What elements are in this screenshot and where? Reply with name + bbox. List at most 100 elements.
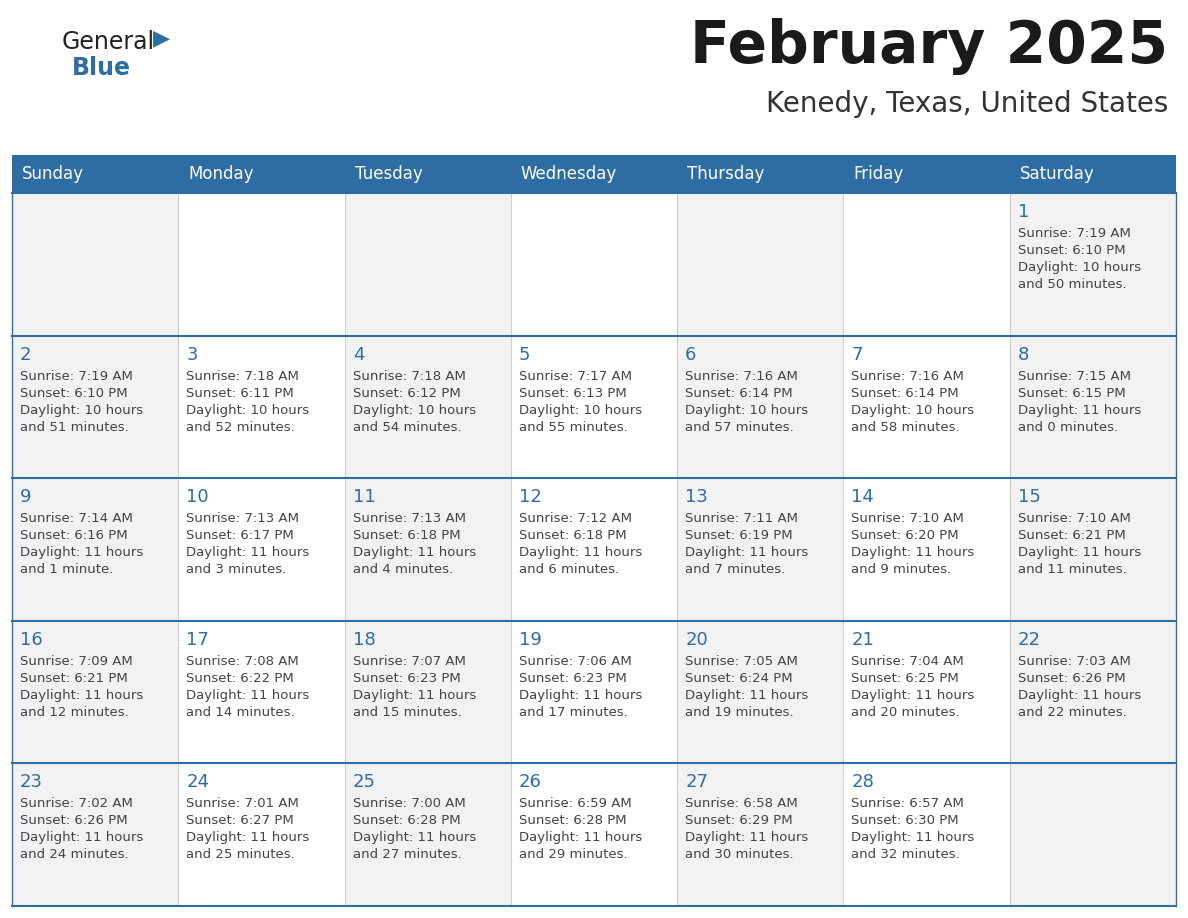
Text: Daylight: 11 hours: Daylight: 11 hours (187, 546, 310, 559)
Text: and 9 minutes.: and 9 minutes. (852, 564, 952, 577)
Text: 25: 25 (353, 773, 375, 791)
Bar (677, 336, 843, 478)
Text: Sunset: 6:22 PM: Sunset: 6:22 PM (187, 672, 295, 685)
Text: Sunrise: 7:11 AM: Sunrise: 7:11 AM (685, 512, 798, 525)
Text: and 51 minutes.: and 51 minutes. (20, 420, 128, 433)
Text: and 25 minutes.: and 25 minutes. (187, 848, 295, 861)
Text: 19: 19 (519, 631, 542, 649)
Text: Daylight: 11 hours: Daylight: 11 hours (353, 546, 476, 559)
Text: Sunset: 6:18 PM: Sunset: 6:18 PM (353, 529, 460, 543)
Text: Sunset: 6:19 PM: Sunset: 6:19 PM (685, 529, 792, 543)
Text: 20: 20 (685, 631, 708, 649)
Text: Sunset: 6:15 PM: Sunset: 6:15 PM (1018, 386, 1125, 399)
Text: and 7 minutes.: and 7 minutes. (685, 564, 785, 577)
Text: 26: 26 (519, 773, 542, 791)
Text: Daylight: 10 hours: Daylight: 10 hours (353, 404, 475, 417)
Bar (511, 193, 677, 336)
Text: Daylight: 11 hours: Daylight: 11 hours (1018, 404, 1140, 417)
Text: General: General (62, 30, 156, 54)
Text: and 22 minutes.: and 22 minutes. (1018, 706, 1126, 719)
Bar (345, 621, 511, 764)
Text: Sunrise: 7:02 AM: Sunrise: 7:02 AM (20, 798, 133, 811)
Text: 24: 24 (187, 773, 209, 791)
Text: 3: 3 (187, 345, 197, 364)
Bar (1010, 336, 1176, 478)
Bar (843, 336, 1010, 478)
Text: Sunrise: 7:18 AM: Sunrise: 7:18 AM (353, 370, 466, 383)
Text: Sunrise: 7:16 AM: Sunrise: 7:16 AM (852, 370, 965, 383)
Text: Sunrise: 7:09 AM: Sunrise: 7:09 AM (20, 655, 133, 667)
Text: Saturday: Saturday (1019, 165, 1094, 183)
Text: 5: 5 (519, 345, 530, 364)
Text: and 54 minutes.: and 54 minutes. (353, 420, 461, 433)
Text: Sunset: 6:28 PM: Sunset: 6:28 PM (519, 814, 626, 827)
Bar (511, 478, 677, 621)
Bar (345, 478, 511, 621)
Bar (511, 764, 677, 906)
Text: and 6 minutes.: and 6 minutes. (519, 564, 619, 577)
Text: 10: 10 (187, 488, 209, 506)
Text: 8: 8 (1018, 345, 1029, 364)
Text: 6: 6 (685, 345, 696, 364)
Text: Friday: Friday (853, 165, 904, 183)
Text: Daylight: 11 hours: Daylight: 11 hours (685, 546, 808, 559)
Text: Sunrise: 7:16 AM: Sunrise: 7:16 AM (685, 370, 798, 383)
Bar (178, 478, 345, 621)
Text: Daylight: 11 hours: Daylight: 11 hours (685, 688, 808, 701)
Text: Sunset: 6:14 PM: Sunset: 6:14 PM (685, 386, 792, 399)
Text: Sunrise: 7:12 AM: Sunrise: 7:12 AM (519, 512, 632, 525)
Text: Sunset: 6:30 PM: Sunset: 6:30 PM (852, 814, 959, 827)
Text: and 58 minutes.: and 58 minutes. (852, 420, 960, 433)
Text: and 30 minutes.: and 30 minutes. (685, 848, 794, 861)
Text: Sunset: 6:26 PM: Sunset: 6:26 PM (1018, 672, 1125, 685)
Text: and 52 minutes.: and 52 minutes. (187, 420, 295, 433)
Text: 4: 4 (353, 345, 364, 364)
Bar (345, 764, 511, 906)
Bar (677, 478, 843, 621)
Bar (1010, 764, 1176, 906)
Text: 12: 12 (519, 488, 542, 506)
Text: and 3 minutes.: and 3 minutes. (187, 564, 286, 577)
Text: Sunset: 6:11 PM: Sunset: 6:11 PM (187, 386, 295, 399)
Text: Daylight: 11 hours: Daylight: 11 hours (353, 832, 476, 845)
Text: Sunrise: 7:10 AM: Sunrise: 7:10 AM (1018, 512, 1131, 525)
Text: Thursday: Thursday (687, 165, 765, 183)
Text: 16: 16 (20, 631, 43, 649)
Bar (12, 155, 1176, 193)
Text: Sunset: 6:13 PM: Sunset: 6:13 PM (519, 386, 626, 399)
Text: and 50 minutes.: and 50 minutes. (1018, 278, 1126, 291)
Text: Sunrise: 7:01 AM: Sunrise: 7:01 AM (187, 798, 299, 811)
Text: Daylight: 10 hours: Daylight: 10 hours (1018, 261, 1140, 274)
Text: and 15 minutes.: and 15 minutes. (353, 706, 461, 719)
Text: Sunrise: 7:03 AM: Sunrise: 7:03 AM (1018, 655, 1131, 667)
Text: Sunrise: 6:58 AM: Sunrise: 6:58 AM (685, 798, 798, 811)
Text: Sunrise: 7:08 AM: Sunrise: 7:08 AM (187, 655, 299, 667)
Text: and 32 minutes.: and 32 minutes. (852, 848, 960, 861)
Text: Daylight: 10 hours: Daylight: 10 hours (519, 404, 642, 417)
Bar (677, 621, 843, 764)
Text: Daylight: 11 hours: Daylight: 11 hours (1018, 546, 1140, 559)
Text: Sunset: 6:27 PM: Sunset: 6:27 PM (187, 814, 295, 827)
Text: Sunrise: 7:10 AM: Sunrise: 7:10 AM (852, 512, 965, 525)
Bar (843, 193, 1010, 336)
Bar (12, 193, 178, 336)
Text: Daylight: 10 hours: Daylight: 10 hours (187, 404, 309, 417)
Text: 2: 2 (20, 345, 32, 364)
Text: Sunset: 6:21 PM: Sunset: 6:21 PM (1018, 529, 1125, 543)
Text: 14: 14 (852, 488, 874, 506)
Text: and 11 minutes.: and 11 minutes. (1018, 564, 1126, 577)
Text: and 12 minutes.: and 12 minutes. (20, 706, 128, 719)
Text: Daylight: 11 hours: Daylight: 11 hours (852, 546, 974, 559)
Text: Sunrise: 7:19 AM: Sunrise: 7:19 AM (20, 370, 133, 383)
Text: Kenedy, Texas, United States: Kenedy, Texas, United States (765, 90, 1168, 118)
Text: Sunrise: 7:14 AM: Sunrise: 7:14 AM (20, 512, 133, 525)
Bar (511, 336, 677, 478)
Text: 27: 27 (685, 773, 708, 791)
Text: and 17 minutes.: and 17 minutes. (519, 706, 627, 719)
Text: Sunrise: 7:06 AM: Sunrise: 7:06 AM (519, 655, 632, 667)
Text: Sunrise: 6:57 AM: Sunrise: 6:57 AM (852, 798, 965, 811)
Text: Sunset: 6:26 PM: Sunset: 6:26 PM (20, 814, 127, 827)
Bar (345, 193, 511, 336)
Text: February 2025: February 2025 (690, 18, 1168, 75)
Text: 1: 1 (1018, 203, 1029, 221)
